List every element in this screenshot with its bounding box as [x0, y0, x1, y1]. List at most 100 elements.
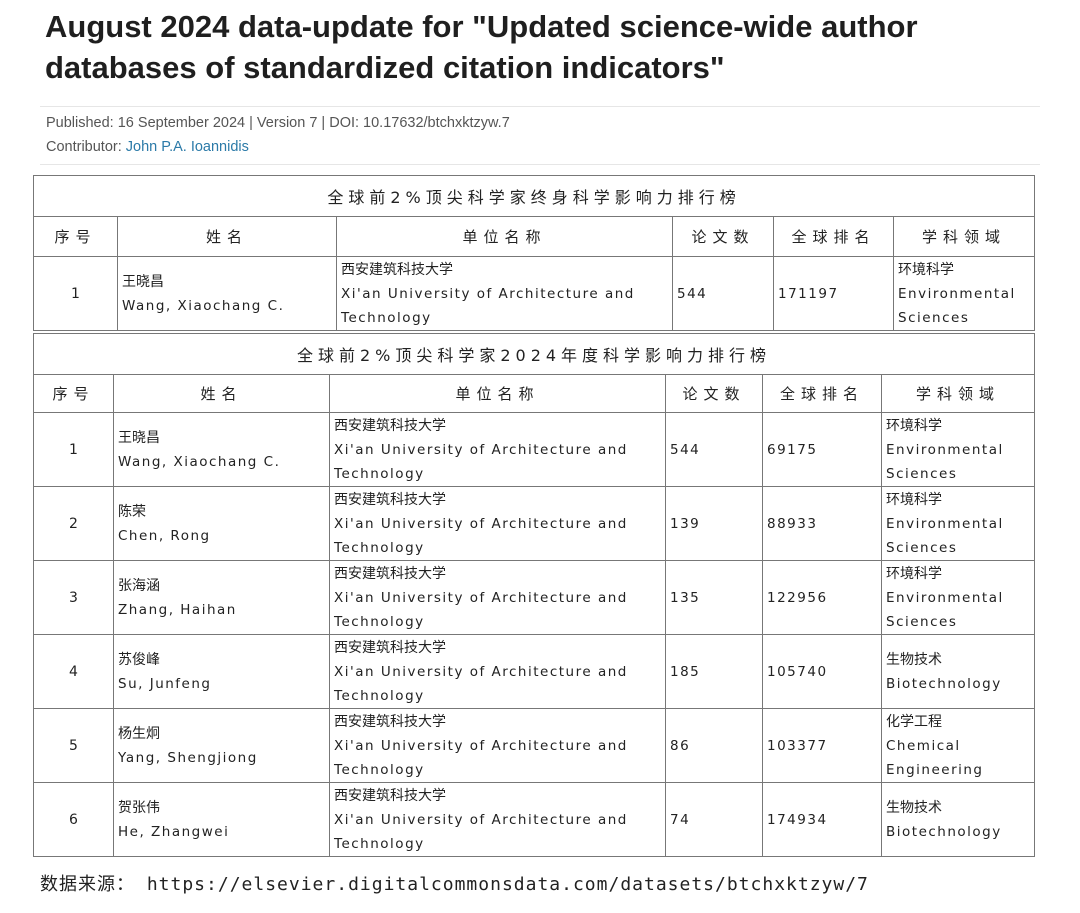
field-en: Chemical Engineering [886, 737, 984, 778]
global-rank: 103377 [762, 708, 882, 783]
author-name-text: 王晓昌 [118, 429, 160, 446]
rank-number: 1 [33, 412, 114, 487]
institution: 西安建筑科技大学 Xi'an University of Architecture… [336, 256, 673, 331]
data-source: 数据来源： https://elsevier.digitalcommonsdat… [40, 874, 869, 895]
contributor-line: Contributor: John P.A. Ioannidis [46, 139, 249, 155]
institution-en: Xi'an University of Architecture and Tec… [341, 285, 635, 326]
institution: 西安建筑科技大学 Xi'an University of Architecture… [329, 782, 666, 857]
lifetime-ranking-table: 全球前2%顶尖科学家终身科学影响力排行榜 序号 姓名 单位名称 论文数 全球排名 学科领域… [32, 175, 1036, 331]
column-header: 序号 [33, 216, 118, 257]
rank-number: 5 [33, 708, 114, 783]
field: 生物技术 Biotechnology [880, 634, 1036, 709]
table-row: 4 苏俊峰 Su, Junfeng 西安建筑科技大学 Xi'an University … [33, 634, 1036, 709]
field: 化学工程 Chemical Engineering [880, 708, 1036, 783]
author-name-text: 苏俊峰 [118, 651, 160, 668]
author-name: 王晓昌 Wang, Xiaochang C. [117, 256, 337, 331]
institution-en: Xi'an University of Architecture and Tec… [334, 589, 628, 630]
author-name-en: Wang, Xiaochang C. [122, 297, 285, 314]
field: 生物技术 Biotechnology [880, 782, 1036, 857]
institution-en: Xi'an University of Architecture and Tec… [334, 811, 628, 852]
annual-ranking-table: 全球前2%顶尖科学家2024年度科学影响力排行榜 序号 姓名 单位名称 论文数 全球排名… [32, 333, 1036, 857]
paper-count: 139 [665, 486, 763, 561]
global-rank: 105740 [762, 634, 882, 709]
institution-text: 西安建筑科技大学 [334, 565, 446, 582]
author-name-en: Chen, Rong [118, 527, 211, 544]
table-row: 6 贺张伟 He, Zhangwei 西安建筑科技大学 Xi'an University… [33, 782, 1036, 857]
institution-text: 西安建筑科技大学 [334, 787, 446, 804]
table-row: 2 陈荣 Chen, Rong 西安建筑科技大学 Xi'an University of… [33, 486, 1036, 561]
global-rank-text: 122956 [767, 589, 828, 606]
page-title: August 2024 data-update for "Updated sci… [45, 9, 918, 85]
table-row: 5 杨生炯 Yang, Shengjiong 西安建筑科技大学 Xi'an Univer… [33, 708, 1036, 783]
paper-count: 185 [665, 634, 763, 709]
institution: 西安建筑科技大学 Xi'an University of Architecture… [329, 708, 666, 783]
field: 环境科学 Environmental Sciences [880, 560, 1036, 635]
field-text: 环境科学 [898, 261, 954, 278]
publication-info: Published: 16 September 2024 | Version 7… [46, 115, 510, 131]
global-rank: 122956 [762, 560, 882, 635]
field-text: 生物技术 [886, 799, 942, 816]
field: 环境科学 Environmental Sciences [892, 256, 1036, 331]
author-name: 贺张伟 He, Zhangwei [113, 782, 330, 857]
institution: 西安建筑科技大学 Xi'an University of Architecture… [329, 560, 666, 635]
table-row: 1 王晓昌 Wang, Xiaochang C. 西安建筑科技大学 Xi'an Univ… [33, 256, 1036, 331]
field-en: Environmental Sciences [886, 515, 1004, 556]
table-title: 全球前2%顶尖科学家2024年度科学影响力排行榜 [32, 333, 1036, 375]
column-header: 学科领域 [892, 216, 1036, 257]
paper-count: 74 [665, 782, 763, 857]
author-name: 陈荣 Chen, Rong [113, 486, 330, 561]
paper-count-text: 74 [670, 811, 691, 828]
rank-number-text: 6 [69, 811, 78, 828]
contributor-link[interactable]: John P.A. Ioannidis [125, 139, 249, 155]
author-name-text: 杨生炯 [118, 725, 160, 742]
global-rank: 69175 [762, 412, 882, 487]
column-header: 序号 [33, 374, 114, 413]
field-en: Environmental Sciences [886, 441, 1004, 482]
column-header: 单位名称 [329, 374, 666, 413]
rank-number: 2 [33, 486, 114, 561]
field: 环境科学 Environmental Sciences [880, 412, 1036, 487]
field-en: Environmental Sciences [886, 589, 1004, 630]
institution: 西安建筑科技大学 Xi'an University of Architecture… [329, 486, 666, 561]
field-text: 环境科学 [886, 491, 942, 508]
rank-number: 1 [33, 256, 118, 331]
paper-count-text: 135 [670, 589, 701, 606]
institution-en: Xi'an University of Architecture and Tec… [334, 663, 628, 704]
column-header: 论文数 [672, 216, 774, 257]
institution-text: 西安建筑科技大学 [334, 713, 446, 730]
global-rank-text: 105740 [767, 663, 828, 680]
paper-count-text: 139 [670, 515, 701, 532]
institution-text: 西安建筑科技大学 [334, 417, 446, 434]
rank-number-text: 2 [69, 515, 78, 532]
field-text: 化学工程 [886, 713, 942, 730]
rank-number-text: 5 [69, 737, 78, 754]
author-name: 张海涵 Zhang, Haihan [113, 560, 330, 635]
author-name: 王晓昌 Wang, Xiaochang C. [113, 412, 330, 487]
institution-en: Xi'an University of Architecture and Tec… [334, 737, 628, 778]
divider [40, 106, 1040, 107]
column-header: 姓名 [117, 216, 337, 257]
institution-text: 西安建筑科技大学 [334, 491, 446, 508]
column-header: 论文数 [665, 374, 763, 413]
field-text: 环境科学 [886, 417, 942, 434]
rank-number-text: 4 [69, 663, 78, 680]
global-rank-text: 171197 [778, 285, 839, 302]
author-name: 苏俊峰 Su, Junfeng [113, 634, 330, 709]
paper-count: 86 [665, 708, 763, 783]
field-en: Environmental Sciences [898, 285, 1016, 326]
institution-text: 西安建筑科技大学 [334, 639, 446, 656]
field-en: Biotechnology [886, 823, 1002, 840]
table-title: 全球前2%顶尖科学家终身科学影响力排行榜 [32, 175, 1036, 217]
field-text: 环境科学 [886, 565, 942, 582]
paper-count-text: 86 [670, 737, 691, 754]
paper-count: 544 [665, 412, 763, 487]
institution-text: 西安建筑科技大学 [341, 261, 453, 278]
divider [40, 164, 1040, 165]
field-text: 生物技术 [886, 651, 942, 668]
author-name-en: Wang, Xiaochang C. [118, 453, 281, 470]
institution: 西安建筑科技大学 Xi'an University of Architecture… [329, 634, 666, 709]
column-header: 全球排名 [762, 374, 882, 413]
author-name-text: 陈荣 [118, 503, 146, 520]
author-name-en: He, Zhangwei [118, 823, 230, 840]
author-name-text: 王晓昌 [122, 273, 164, 290]
